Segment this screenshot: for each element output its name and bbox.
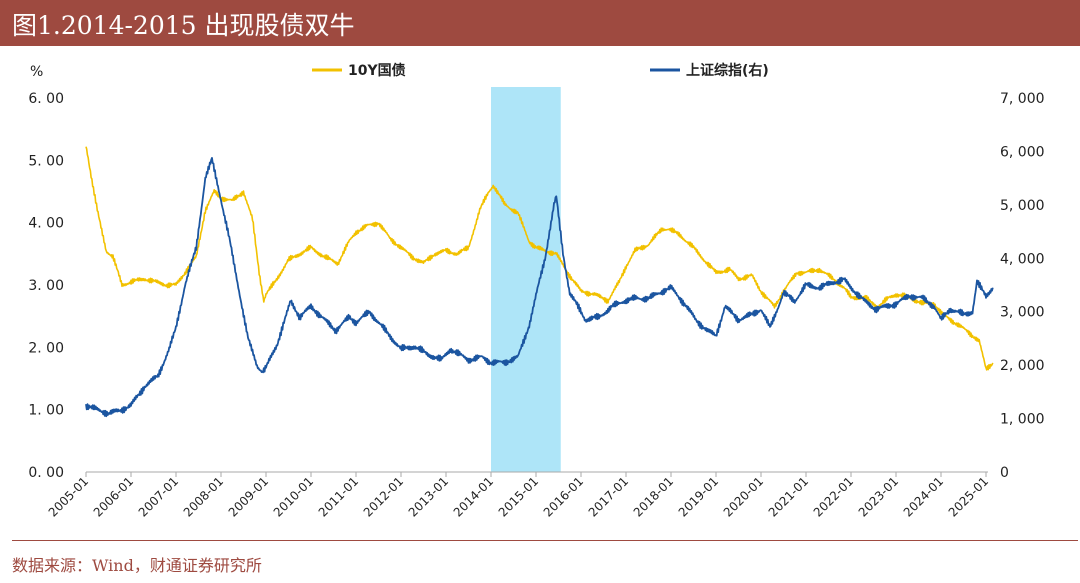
x-tick-label: 2009-01 [226, 474, 271, 519]
left-tick-label: 4. 00 [28, 216, 64, 232]
x-tick-label: 2011-01 [316, 474, 361, 519]
x-tick-label: 2020-01 [721, 474, 766, 519]
right-tick-label: 0 [1000, 465, 1009, 481]
x-tick-label: 2007-01 [136, 474, 181, 519]
x-tick-label: 2024-01 [901, 474, 946, 519]
source-note: 数据来源：Wind，财通证券研究所 [12, 556, 262, 575]
x-tick-label: 2017-01 [586, 474, 631, 519]
series-line-10y-bond [85, 146, 994, 371]
left-tick-label: 5. 00 [28, 153, 64, 169]
x-tick-label: 2025-01 [946, 474, 991, 519]
right-tick-label: 2, 000 [1000, 358, 1045, 374]
right-tick-label: 5, 000 [1000, 198, 1045, 214]
legend-label-index: 上证综指(右) [686, 62, 769, 79]
x-tick-label: 2012-01 [361, 474, 406, 519]
left-axis-unit: % [30, 64, 43, 80]
legend-label-bond: 10Y国债 [348, 62, 406, 79]
right-tick-label: 7, 000 [1000, 91, 1045, 107]
left-tick-label: 1. 00 [28, 403, 64, 419]
x-tick-label: 2005-01 [46, 474, 91, 519]
x-tick-label: 2015-01 [496, 474, 541, 519]
chart-title: 图1.2014-2015 出现股债双牛 [12, 11, 355, 40]
x-tick-label: 2023-01 [856, 474, 901, 519]
right-tick-label: 6, 000 [1000, 144, 1045, 160]
x-tick-label: 2008-01 [181, 474, 226, 519]
left-tick-label: 6. 00 [28, 91, 64, 107]
right-tick-label: 1, 000 [1000, 412, 1045, 428]
x-tick-label: 2014-01 [451, 474, 496, 519]
x-tick-label: 2013-01 [406, 474, 451, 519]
x-tick-label: 2016-01 [541, 474, 586, 519]
x-tick-label: 2010-01 [271, 474, 316, 519]
chart-svg: 0. 00 1. 00 2. 00 3. 00 4. 00 5. 00 6. 00 0 1, … [28, 62, 1045, 520]
legend: 10Y国债 上证综指(右) [312, 62, 769, 79]
footer-divider [12, 540, 1078, 541]
x-tick-label: 2019-01 [676, 474, 721, 519]
x-tick-label: 2021-01 [766, 474, 811, 519]
left-tick-label: 2. 00 [28, 340, 64, 356]
series-line-shanghai-index [85, 156, 994, 418]
x-tick-label: 2018-01 [631, 474, 676, 519]
x-tick-label: 2022-01 [811, 474, 856, 519]
x-tick-label: 2006-01 [91, 474, 136, 519]
left-tick-label: 0. 00 [28, 465, 64, 481]
title-bar: 图1.2014-2015 出现股债双牛 [0, 0, 1080, 46]
highlight-band [491, 87, 561, 472]
left-tick-label: 3. 00 [28, 278, 64, 294]
right-tick-label: 4, 000 [1000, 251, 1045, 267]
right-tick-label: 3, 000 [1000, 305, 1045, 321]
